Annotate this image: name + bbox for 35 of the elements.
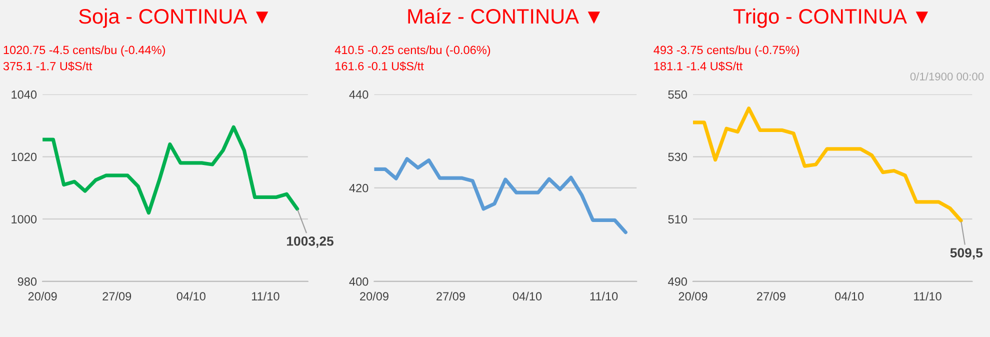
y-tick-label: 440 — [349, 90, 368, 99]
x-tick-label: 27/09 — [756, 292, 786, 300]
chart-subtitle: 410.5 -0.25 cents/bu (-0.06%) 161.6 -0.1 U$S/tt — [334, 45, 490, 72]
x-tick-label: 27/09 — [436, 292, 465, 300]
chart-subtitle: 1020.75 -4.5 cents/bu (-0.44%) 375.1 -1.7 U$S/tt — [3, 45, 165, 72]
y-tick-label: 1000 — [12, 215, 37, 224]
chart-title: Maíz - CONTINUA ▼ — [408, 8, 600, 24]
x-tick-label: 04/10 — [512, 292, 542, 300]
x-tick-label: 04/10 — [176, 292, 206, 300]
y-tick-label: 980 — [18, 277, 37, 286]
y-tick-label: 400 — [349, 277, 368, 286]
x-tick-label: 11/10 — [252, 292, 280, 300]
x-tick-label: 04/10 — [835, 292, 864, 300]
x-tick-label: 11/10 — [590, 292, 618, 300]
x-tick-label: 11/10 — [914, 292, 942, 300]
x-tick-label: 20/09 — [28, 292, 57, 300]
y-tick-label: 420 — [349, 184, 368, 192]
y-tick-label: 1020 — [12, 152, 37, 162]
chart-title: Soja - CONTINUA ▼ — [79, 8, 268, 28]
annotation: 509,5 — [950, 248, 983, 260]
x-tick-label: 20/09 — [360, 292, 388, 300]
annotation: 1003,25 — [286, 236, 334, 248]
line-series — [374, 157, 628, 234]
x-tick-label: 27/09 — [102, 292, 132, 300]
y-tick-label: 530 — [668, 152, 687, 162]
y-tick-label: 1040 — [12, 90, 37, 99]
text: 0/1/1900 00:00 — [910, 72, 984, 80]
line-series — [693, 106, 963, 222]
x-tick-label: 20/09 — [678, 292, 708, 300]
y-tick-label: 550 — [668, 90, 687, 99]
chart-title: Trigo - CONTINUA ▼ — [733, 8, 928, 28]
y-tick-label: 510 — [668, 215, 687, 224]
y-tick-label: 490 — [668, 277, 687, 286]
chart-subtitle: 493 -3.75 cents/bu (-0.75%) 181.1 -1.4 U$S/tt — [654, 45, 800, 72]
line-series — [42, 125, 300, 215]
